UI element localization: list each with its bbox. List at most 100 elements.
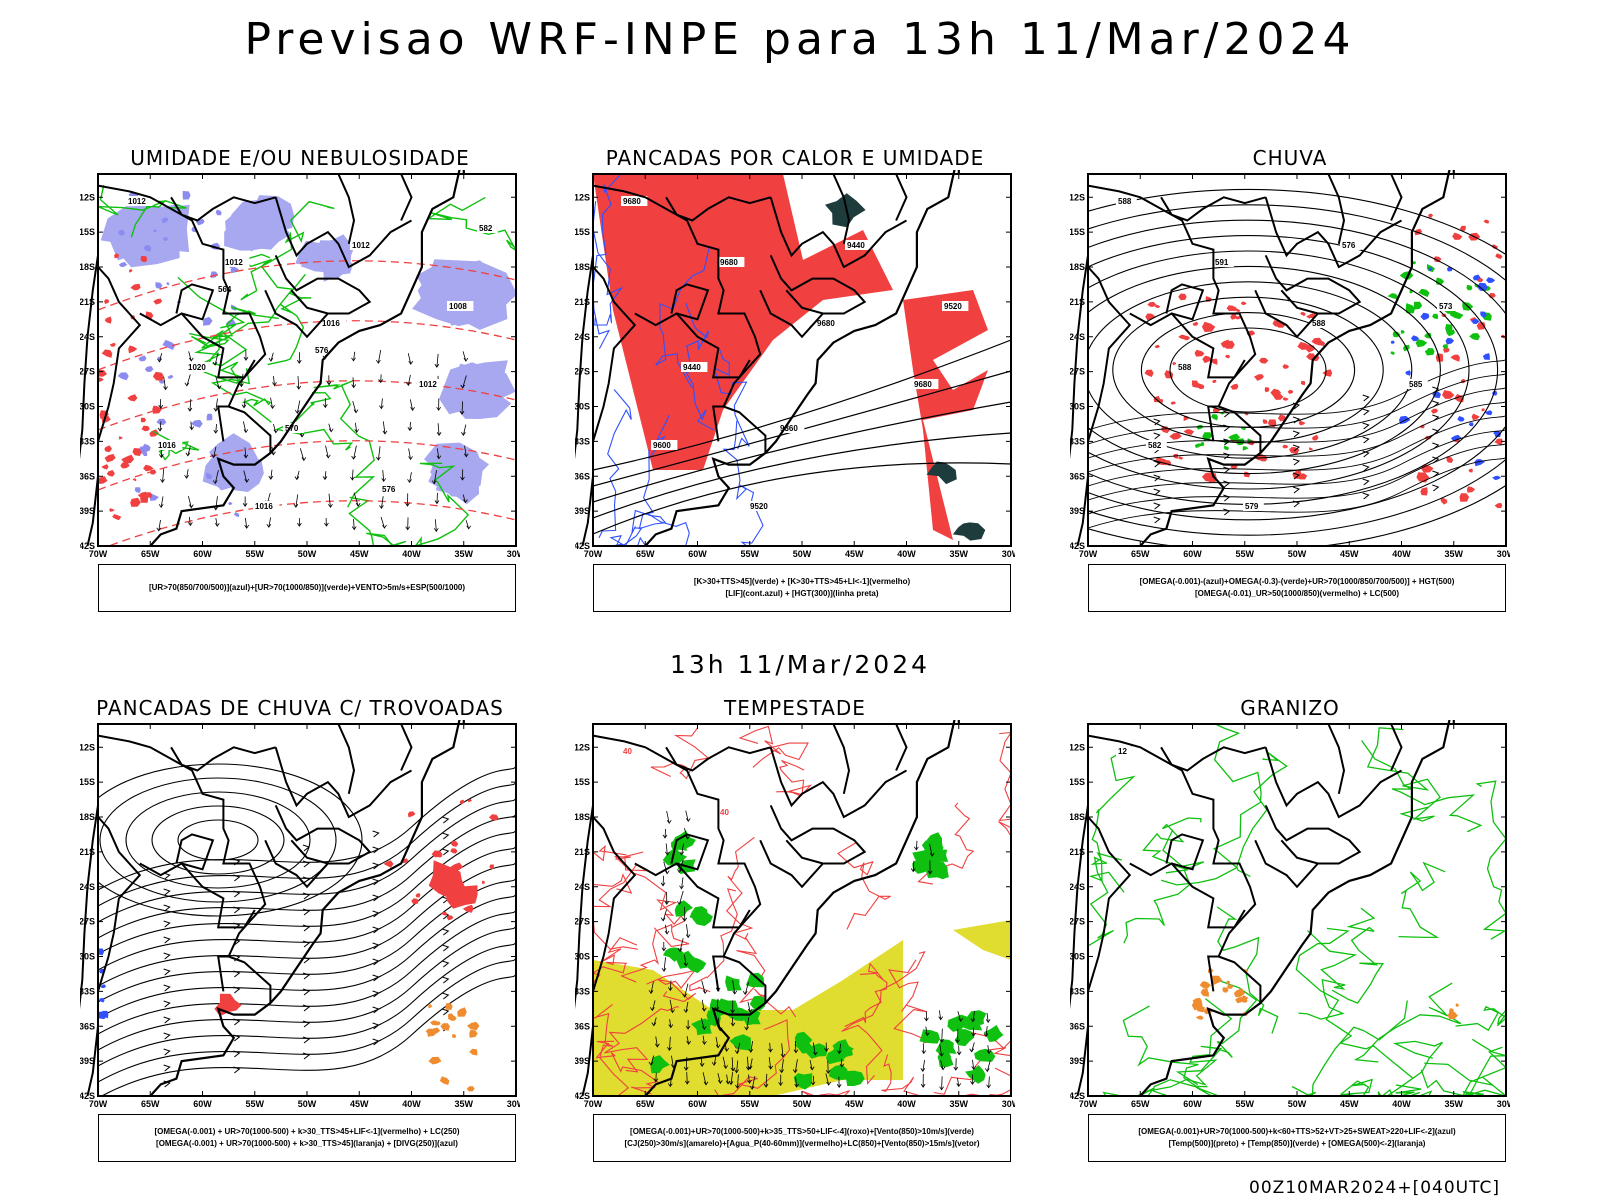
- wind-vector: [840, 1058, 843, 1067]
- legend-line: [OMEGA(-0.001) + UR>70(1000-500) + k>30_…: [156, 1139, 458, 1148]
- temp850-contour: [1175, 979, 1258, 1086]
- wind-vector: [187, 446, 191, 456]
- wind-vector: [159, 454, 164, 459]
- wind-vector: [839, 1063, 845, 1068]
- rain-area: [1230, 383, 1239, 390]
- wind-vector: [686, 924, 689, 938]
- ascent-area: [1480, 311, 1487, 318]
- streamline: [1088, 399, 1506, 473]
- strong-wind-area: [954, 1029, 975, 1047]
- contour-label: 9680: [817, 319, 835, 328]
- streamline: [1088, 385, 1506, 459]
- wind-vector: [352, 400, 357, 413]
- wind-vector: [434, 500, 440, 505]
- wind-vector: [663, 861, 668, 874]
- wind-vector: [407, 479, 412, 484]
- storm-area-orange: [439, 1076, 450, 1085]
- streamline-arrow: [1362, 478, 1370, 486]
- streamline-arrow: [1292, 444, 1301, 452]
- storm-area: [401, 858, 409, 864]
- contour-label: 9360: [780, 424, 798, 433]
- contour-label: 1016: [255, 502, 273, 511]
- wind-vector: [382, 421, 386, 434]
- lon-tick-label: 55W: [1235, 549, 1254, 559]
- streamline-arrow: [163, 1016, 171, 1024]
- wind-vector: [661, 947, 667, 952]
- wind-vector: [735, 1084, 740, 1089]
- wind-vector: [651, 1022, 657, 1027]
- wind-vector: [664, 930, 670, 935]
- wind-vector: [653, 1078, 659, 1083]
- wind-vector: [728, 1081, 734, 1086]
- rain-area: [1178, 334, 1187, 340]
- heavy-rain-area: [1424, 348, 1434, 356]
- streamline-arrow: [1292, 430, 1301, 438]
- contour-label: 573: [1439, 302, 1453, 311]
- wind-vector: [351, 455, 356, 460]
- rain-area: [1420, 487, 1428, 496]
- temp850-contour: [1122, 1005, 1220, 1096]
- rain-area: [1154, 304, 1161, 308]
- green-contour: [414, 462, 470, 546]
- wind-vector: [794, 1040, 797, 1053]
- lat-tick-label: 42S: [1070, 1091, 1085, 1101]
- streamline-arrow: [302, 972, 311, 980]
- humidity-speck: [162, 339, 176, 350]
- streamline-arrow: [1223, 494, 1231, 502]
- country-border: [1327, 723, 1346, 795]
- wind-vector: [795, 1077, 798, 1088]
- wind-vector: [955, 1039, 960, 1044]
- rain-area: [1282, 364, 1290, 369]
- streamline-arrow: [163, 936, 171, 944]
- legend-line: [OMEGA(-0.001)-(azul)+OMEGA(-0.3)-(verde…: [1139, 577, 1455, 586]
- wind-vector: [970, 1018, 976, 1023]
- map-tempestade: 40 40 12S 15S 18S 21S 24S 27S 30S 33S 36S 39S 42S70W…: [575, 720, 1015, 1109]
- lon-tick-label: 40W: [402, 1099, 421, 1109]
- streamline-arrow: [163, 984, 171, 992]
- wind-vector: [972, 1059, 975, 1070]
- contour-label-bg: [1213, 257, 1234, 267]
- temp850-contour: [1304, 1000, 1408, 1096]
- wind-vector: [910, 868, 916, 873]
- wind-vector: [463, 453, 469, 458]
- wind-vector: [266, 523, 272, 528]
- wind-vector: [273, 423, 277, 433]
- lat-tick-label: 36S: [80, 471, 95, 481]
- wind-vector: [655, 1043, 660, 1048]
- heavy-rain-area: [1242, 446, 1249, 451]
- wind-vector: [914, 846, 919, 851]
- red-contour-speck: [118, 436, 123, 440]
- temp850-contour: [1366, 727, 1441, 822]
- lon-tick-label: 40W: [897, 549, 916, 559]
- contour-label-bg: [1310, 318, 1331, 328]
- lat-tick-label: 39S: [575, 506, 590, 516]
- country-border: [759, 839, 824, 889]
- precipitable-water-contour: [881, 1054, 923, 1096]
- coastline: [149, 170, 465, 547]
- lat-tick-label: 33S: [1070, 436, 1085, 446]
- red-contour-speck: [140, 255, 148, 263]
- rain-area: [1170, 401, 1177, 405]
- wind-vector: [379, 405, 384, 410]
- lon-tick-label: 70W: [1079, 549, 1098, 559]
- contour-label-bg: [681, 362, 708, 372]
- rain-area: [1459, 493, 1470, 502]
- wind-vector: [924, 1017, 929, 1022]
- country-border: [1129, 312, 1246, 379]
- lifted-index-contour: [598, 389, 632, 539]
- streamline-arrow: [1292, 416, 1301, 424]
- lat-tick-label: 33S: [80, 436, 95, 446]
- ascent-area: [1405, 370, 1411, 376]
- country-border: [1129, 862, 1246, 929]
- wind-vector: [671, 1055, 674, 1068]
- wind-vector: [380, 516, 385, 529]
- precipitable-water-contour: [844, 962, 888, 1027]
- heavy-rain-area: [1405, 303, 1416, 314]
- wind-vector: [216, 385, 222, 390]
- wind-vector: [322, 476, 328, 481]
- lon-tick-label: 55W: [1235, 1099, 1254, 1109]
- storm-area-orange: [430, 1027, 441, 1034]
- wind-vector: [158, 504, 164, 509]
- wind-vector: [242, 421, 247, 433]
- contour-label-bg: [942, 301, 969, 311]
